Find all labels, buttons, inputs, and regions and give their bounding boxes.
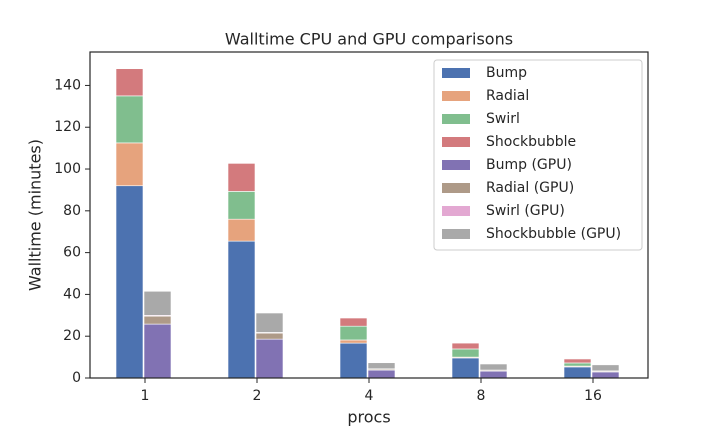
bar-segment [228, 163, 255, 191]
legend-swatch [442, 229, 470, 239]
bar-segment [256, 313, 283, 332]
bar-segment [564, 359, 591, 363]
x-tick-label: 8 [477, 388, 486, 404]
bar-segment [564, 363, 591, 366]
bar-segment [228, 241, 255, 378]
y-tick-label: 140 [54, 77, 81, 93]
bar-segment [228, 219, 255, 241]
bar-segment [564, 367, 591, 378]
legend-swatch [442, 183, 470, 193]
bar-segment [256, 339, 283, 378]
legend-label: Bump [486, 65, 527, 81]
legend-swatch [442, 68, 470, 78]
y-tick-label: 0 [72, 370, 81, 386]
bar-segment [340, 340, 367, 343]
y-tick-label: 40 [63, 286, 81, 302]
y-tick-label: 60 [63, 245, 81, 261]
bar-segment [116, 96, 143, 143]
legend-label: Radial (GPU) [486, 180, 574, 196]
bar-segment [592, 365, 619, 371]
bar-segment [144, 324, 171, 378]
x-tick-label: 2 [253, 388, 262, 404]
legend-swatch [442, 160, 470, 170]
chart-title: Walltime CPU and GPU comparisons [225, 30, 513, 49]
legend-swatch [442, 137, 470, 147]
y-tick-label: 20 [63, 328, 81, 344]
legend-label: Shockbubble [486, 134, 576, 150]
bar-segment [144, 316, 171, 324]
x-tick-label: 4 [365, 388, 374, 404]
bar-segment [368, 370, 395, 378]
legend-label: Radial [486, 88, 529, 104]
legend-label: Swirl [486, 111, 520, 127]
bar-segment [452, 343, 479, 349]
bar-segment [116, 186, 143, 378]
bar-segment [340, 343, 367, 378]
x-tick-label: 16 [584, 388, 602, 404]
legend-swatch [442, 206, 470, 216]
y-tick-label: 100 [54, 161, 81, 177]
bar-segment [480, 364, 507, 370]
legend-label: Shockbubble (GPU) [486, 226, 621, 242]
bar-segment [452, 349, 479, 357]
y-axis-label: Walltime (minutes) [26, 139, 45, 291]
bar-segment [452, 358, 479, 378]
bar-segment [116, 143, 143, 186]
legend-label: Swirl (GPU) [486, 203, 565, 219]
legend-swatch [442, 114, 470, 124]
bar-segment [256, 333, 283, 339]
x-tick-label: 1 [141, 388, 150, 404]
legend-label: Bump (GPU) [486, 157, 572, 173]
bar-segment [340, 326, 367, 340]
legend-swatch [442, 91, 470, 101]
bar-segment [144, 291, 171, 315]
bar-segment [116, 69, 143, 96]
bar-segment [480, 371, 507, 378]
legend-box [434, 60, 642, 250]
y-tick-label: 120 [54, 119, 81, 135]
x-axis-label: procs [347, 408, 390, 427]
y-tick-label: 80 [63, 203, 81, 219]
bar-segment [592, 372, 619, 378]
bar-segment [368, 363, 395, 369]
bar-segment [340, 318, 367, 326]
bar-segment [228, 191, 255, 219]
